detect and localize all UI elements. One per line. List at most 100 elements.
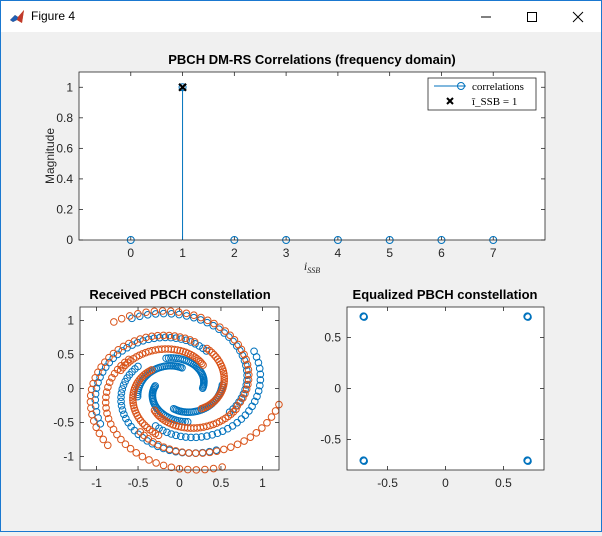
received-point [121, 440, 130, 449]
maximize-button[interactable] [509, 1, 555, 32]
received-point [164, 354, 173, 362]
received-point [101, 398, 110, 407]
close-button[interactable] [555, 1, 601, 32]
received-point [233, 440, 242, 449]
x-tick-label: -1 [91, 476, 102, 490]
received-point [116, 366, 125, 375]
received-point [114, 345, 123, 354]
received-point [203, 432, 211, 440]
received-point [255, 364, 264, 373]
received-point [119, 381, 128, 390]
received-point [197, 313, 205, 322]
y-tick-label: -0.5 [53, 415, 74, 429]
received-point [117, 393, 125, 402]
received-point [174, 308, 183, 316]
received-point [125, 312, 134, 320]
received-point [155, 333, 164, 342]
equalized-point [524, 313, 532, 321]
received-point [172, 431, 180, 440]
legend-correlations-marker [457, 82, 465, 90]
received-point [142, 308, 150, 317]
received-point [166, 333, 175, 342]
minimize-button[interactable] [463, 1, 509, 32]
received-point [135, 376, 144, 384]
equalized-axes-box [346, 306, 545, 471]
received-point [229, 408, 238, 416]
received-point [162, 354, 170, 363]
received-point [145, 367, 154, 375]
received-point [205, 448, 214, 457]
x-tick-label: 3 [283, 246, 290, 260]
y-tick-label: 0 [334, 382, 341, 396]
y-tick-label: 0.5 [324, 331, 341, 345]
correlation-xlabel: iSSB [304, 259, 320, 275]
received-point [96, 373, 104, 381]
stem-marker [178, 83, 187, 92]
received-point [181, 334, 190, 343]
received-point [135, 312, 144, 321]
received-point [177, 423, 186, 431]
received-point [159, 331, 168, 340]
received-point [203, 402, 212, 410]
y-tick-label: 1 [67, 314, 74, 328]
received-point [89, 417, 98, 425]
received-point [104, 383, 112, 391]
received-point [175, 310, 183, 319]
received-point [206, 421, 214, 430]
received-point [122, 414, 130, 423]
received-point [118, 406, 127, 414]
received-point [129, 391, 137, 400]
received-point [183, 408, 191, 417]
y-tick-label: 1 [66, 80, 73, 94]
received-point [140, 421, 149, 430]
correlation-axes: PBCH DM-RS Correlations (frequency domai… [43, 52, 546, 275]
received-point [101, 358, 109, 367]
received-point [256, 370, 265, 379]
received-point [234, 340, 243, 349]
received-point [148, 332, 156, 341]
received-title: Received PBCH constellation [89, 287, 270, 302]
received-point [128, 314, 136, 323]
received-point [117, 389, 126, 397]
correlation-axes-box [78, 71, 546, 241]
x-tick-label: 7 [490, 246, 497, 260]
received-point [244, 380, 252, 389]
equalized-point [360, 457, 368, 465]
received-point [121, 377, 129, 386]
x-tick-label: 0 [442, 476, 449, 490]
received-point [99, 435, 108, 444]
x-tick-label: -0.5 [377, 476, 398, 490]
received-point [160, 416, 168, 424]
received-point [167, 354, 175, 362]
received-axes-box [79, 306, 280, 471]
received-point [134, 378, 142, 386]
received-point [159, 426, 167, 435]
received-point [113, 430, 121, 439]
received-point [110, 318, 118, 326]
received-point [169, 354, 178, 362]
correlation-legend: correlations ī_SSB = 1 [427, 77, 537, 111]
received-point [213, 355, 222, 364]
title-bar[interactable]: Figure 4 [1, 1, 601, 32]
received-point [258, 424, 266, 432]
received-point [119, 342, 128, 351]
y-tick-label: -0.5 [320, 432, 341, 446]
received-point [242, 385, 251, 394]
received-plot-area [80, 307, 279, 470]
received-point [236, 398, 245, 406]
received-point [105, 378, 114, 387]
figure-svg: PBCH DM-RS Correlations (frequency domai… [43, 52, 546, 490]
received-point [120, 410, 128, 419]
received-point [208, 348, 216, 357]
received-point [102, 404, 110, 412]
x-tick-label: 6 [438, 246, 445, 260]
received-point [244, 365, 253, 374]
x-tick-label: 0 [176, 476, 183, 490]
received-point [143, 423, 151, 432]
received-point [172, 334, 180, 342]
received-point [244, 370, 253, 379]
received-point [170, 332, 179, 340]
received-point [240, 437, 248, 445]
window-title: Figure 4 [31, 9, 76, 23]
equalized-point [523, 456, 532, 465]
